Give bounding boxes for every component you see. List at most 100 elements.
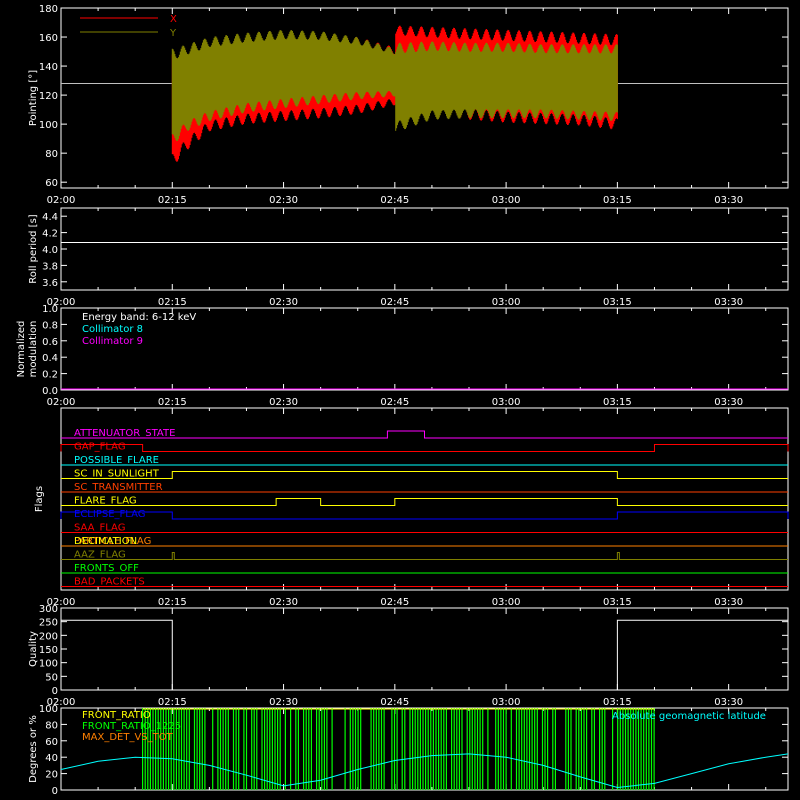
x-tick-label: 03:15 [603,697,632,708]
x-tick-label: 02:15 [158,397,187,408]
y-tick-label: 0.2 [42,370,58,381]
y-tick-label: 100 [39,120,58,131]
y-tick-label: 60 [45,737,58,748]
y-tick-label: 140 [39,62,58,73]
y-tick-label: 4.2 [42,229,58,240]
x-tick-label: 02:30 [269,397,298,408]
x-tick-label: 02:30 [269,297,298,308]
x-tick-label: 03:30 [714,297,743,308]
flag-label-attenuator_state: ATTENUATOR_STATE [74,428,175,439]
flag-label-sc_in_sunlight: SC_IN_SUNLIGHT [74,469,160,480]
y-tick-label: 0.0 [42,386,58,397]
x-tick-label: 02:45 [380,397,409,408]
x-tick-label: 02:00 [47,195,76,206]
y-tick-label: 80 [45,720,58,731]
x-tick-label: 02:45 [380,297,409,308]
x-tick-label: 03:00 [492,697,521,708]
flag-trace-aaz_flag [61,552,788,560]
x-tick-label: 03:15 [603,597,632,608]
x-tick-label: 02:15 [158,195,187,206]
y-tick-label: 0.6 [42,337,58,348]
front-ratio-1225-bars [142,708,655,790]
x-tick-label: 02:00 [47,697,76,708]
x-tick-label: 02:15 [158,297,187,308]
y-axis-label: modulation [28,321,39,378]
y-tick-label: 4.0 [42,245,58,256]
y-tick-label: 0 [52,686,58,697]
x-tick-label: 02:30 [269,195,298,206]
annotation-1: Collimator 8 [82,324,143,335]
flag-label-gap_flag: GAP_FLAG [74,442,126,453]
flag-trace-attenuator_state [61,430,788,439]
flag-label-sc_transmitter: SC_TRANSMITTER [74,482,163,493]
y-tick-label: 60 [45,178,58,189]
y-tick-label: 4.4 [42,212,58,223]
y-axis-label: Degrees or % [28,715,39,783]
y-tick-label: 100 [39,659,58,670]
x-tick-label: 02:30 [269,697,298,708]
flag-trace-sc_in_sunlight [61,471,788,479]
x-tick-label: 03:00 [492,195,521,206]
y-tick-label: 300 [39,604,58,615]
annotation-0: Energy band: 6-12 keV [82,312,196,323]
y-axis-label: Quality [28,631,39,667]
modulation-panel: 02:00 02:15 02:30 02:45 03:00 03:15 03:30 0.0 0.… [16,304,789,408]
x-tick-label: 02:00 [47,597,76,608]
y-tick-label: 0.4 [42,353,58,364]
x-tick-label: 03:15 [603,297,632,308]
y-tick-label: 180 [39,4,58,15]
y-axis-label: Pointing [°] [28,70,39,126]
x-tick-label: 03:00 [492,397,521,408]
flag-label-particle_flag: PARTICLE_FLAG [74,536,151,547]
legend-front_ratio: FRONT_RATIO [82,710,151,721]
x-tick-label: 03:30 [714,697,743,708]
series-y-trace [171,30,618,141]
flag-label-overlap: DECIMATION [74,536,137,547]
flag-trace-eclipse_flag [60,511,789,520]
x-tick-label: 02:15 [158,697,187,708]
annotation-2: Collimator 9 [82,336,143,347]
legend-geomagnetic-latitude: Absolute geomagnetic latitude [612,711,766,722]
x-tick-label: 02:30 [269,597,298,608]
modulation-frame [60,307,789,391]
y-tick-label: 0 [52,786,58,797]
flag-label-fronts_off: FRONTS_OFF [74,563,139,574]
x-tick-label: 03:15 [603,195,632,206]
x-tick-label: 02:45 [380,697,409,708]
flag-label-bad_packets: BAD_PACKETS [74,577,145,588]
x-tick-label: 03:00 [492,597,521,608]
flag-label-saa_flag: SAA_FLAG [74,523,125,534]
x-tick-label: 03:15 [603,397,632,408]
legend-front_ratio_1225: FRONT_RATIO_1225 [82,721,181,732]
x-tick-label: 02:00 [47,397,76,408]
y-tick-label: 3.8 [42,261,58,272]
y-axis-label: Flags [34,486,45,512]
pointing-frame [60,7,789,189]
x-tick-label: 03:30 [714,195,743,206]
x-tick-label: 03:30 [714,397,743,408]
x-tick-label: 02:45 [380,195,409,206]
flag-label-flare_flag: FLARE_FLAG [74,496,137,507]
legend-label-x: X [170,14,177,25]
y-tick-label: 150 [39,645,58,656]
flag-trace-flare_flag [61,498,788,506]
x-tick-label: 02:45 [380,597,409,608]
y-tick-label: 0.8 [42,320,58,331]
y-tick-label: 160 [39,33,58,44]
pointing-panel: 02:00 02:15 02:30 02:45 03:00 03:15 03:30 60 80 1… [28,4,789,206]
y-tick-label: 1.0 [42,304,58,315]
y-tick-label: 100 [39,704,58,715]
x-tick-label: 03:30 [714,597,743,608]
x-tick-label: 02:00 [47,297,76,308]
flag-label-possible_flare: POSSIBLE_FLARE [74,455,159,466]
y-tick-label: 50 [45,672,58,683]
flag-label-eclipse_flag: ECLIPSE_FLAG [74,509,145,520]
quality-panel: 02:00 02:15 02:30 02:45 03:00 03:15 03:30 0 50 10… [28,604,789,708]
y-tick-label: 20 [45,770,58,781]
flag-trace-gap_flag [60,444,789,452]
y-axis-label: Roll period [s] [28,214,39,283]
flags-panel: 02:00 02:15 02:30 02:45 03:00 03:15 03:30 Flags… [34,407,789,608]
y-tick-label: 120 [39,91,58,102]
